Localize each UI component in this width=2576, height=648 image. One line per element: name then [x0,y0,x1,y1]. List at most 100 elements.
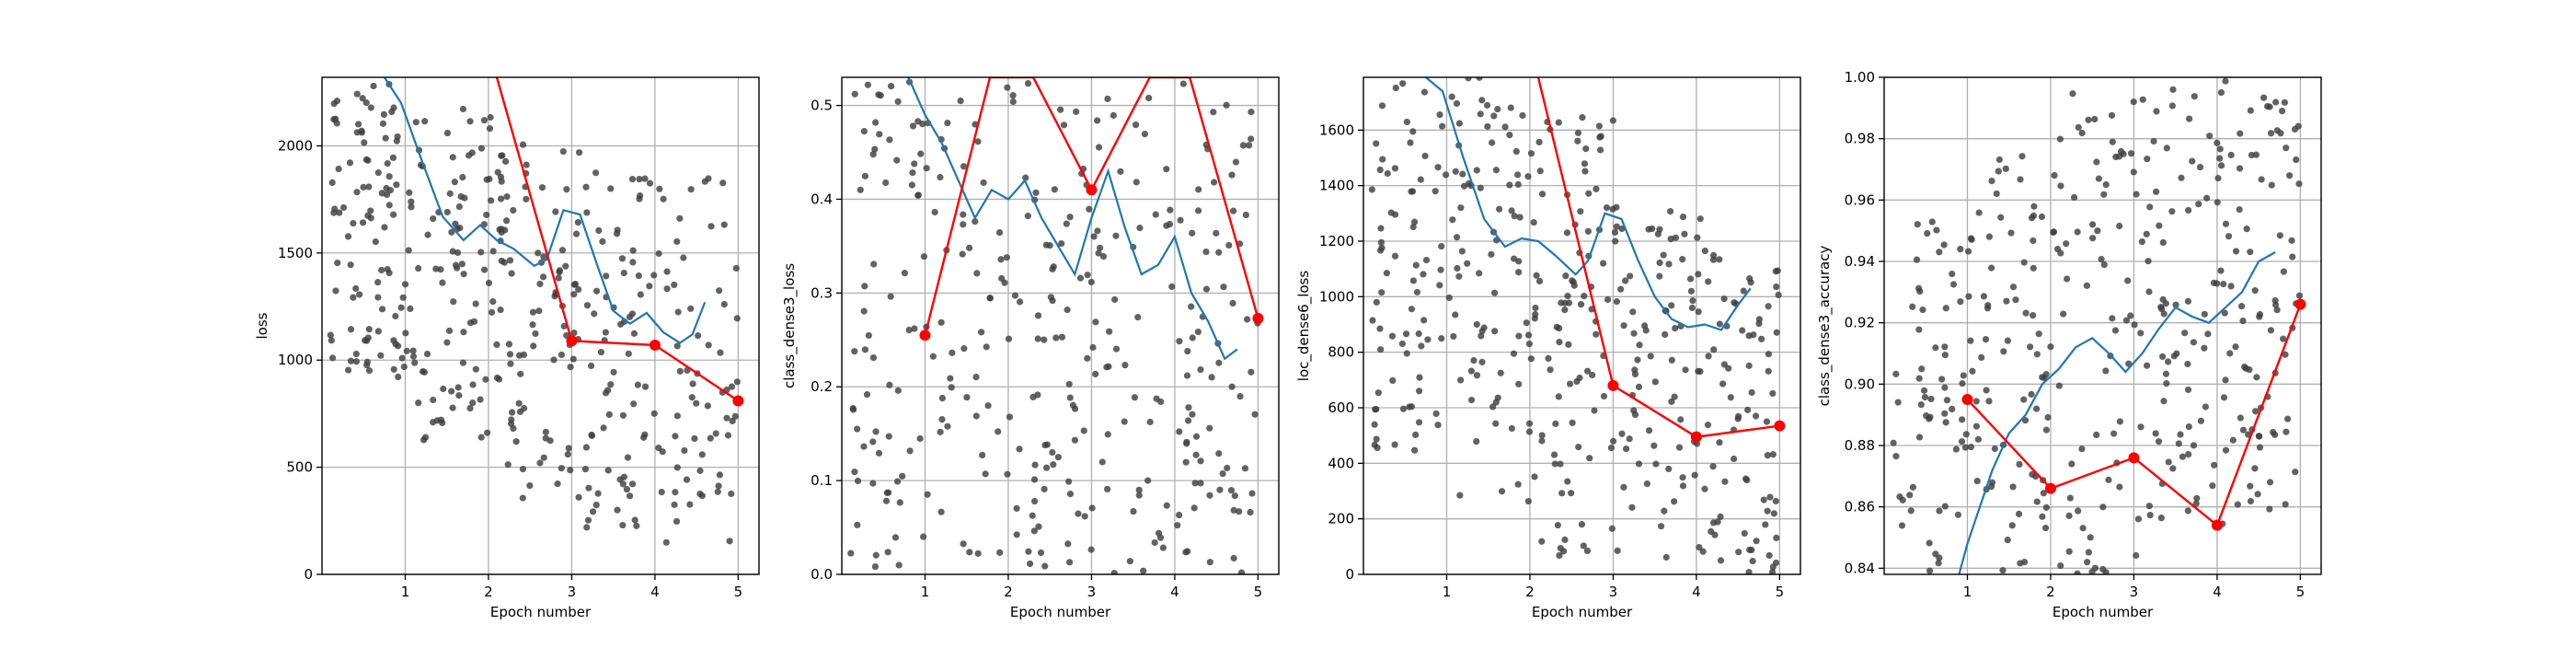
batch-point [2206,133,2214,140]
y-tick-label: 400 [1328,455,1354,471]
batch-point [1999,567,2007,574]
batch-point [1247,508,1254,516]
batch-point [569,355,577,363]
batch-point [519,465,527,473]
batch-point [487,113,494,122]
batch-point [2124,277,2132,284]
batch-point [2093,158,2100,166]
batch-point [1968,236,1975,243]
batch-point [2000,348,2007,355]
x-axis-label: Epoch number [490,604,592,620]
batch-point [2214,174,2222,182]
batch-point [1742,475,1750,482]
batch-point [401,281,409,288]
x-tick-label: 2 [2046,584,2055,600]
batch-point [1545,354,1552,362]
batch-point [1694,234,1701,241]
y-tick-label: 0 [304,566,313,583]
batch-point [399,294,407,301]
batch-point [1524,331,1533,339]
batch-point [1562,272,1570,280]
batch-point [2197,417,2204,424]
batch-point [2153,108,2160,115]
batch-point [1032,189,1040,196]
batch-point [986,295,994,302]
batch-point [1376,166,1384,174]
batch-point [1993,190,2000,198]
batch-point [1907,507,1915,515]
batch-point [1449,216,1456,224]
batch-point [529,308,537,316]
batch-point [2266,505,2273,513]
batch-point [1049,297,1056,305]
y-tick-label: 0.2 [811,378,833,395]
batch-point [2109,315,2116,322]
batch-point [1406,403,1413,411]
batch-point [1104,431,1111,438]
batch-point [1958,438,1966,446]
batch-point [408,198,415,205]
batch-point [972,373,980,381]
batch-point [1512,147,1520,156]
batch-point [629,247,637,254]
batch-point [1029,512,1036,519]
batch-point [1049,448,1056,457]
batch-point [884,489,892,496]
batch-point [1392,84,1399,92]
batch-point [1569,419,1576,426]
batch-point [2225,233,2233,240]
batch-point [1514,480,1522,488]
batch-point [1228,171,1236,179]
epoch-marker [2211,519,2223,531]
batch-point [1167,206,1174,214]
batch-point [1915,326,1923,333]
batch-point [1227,487,1236,494]
batch-point [2070,193,2078,202]
batch-point [2283,145,2290,152]
batch-point [1202,248,1210,256]
batch-point [2220,280,2227,288]
batch-point [459,359,466,366]
y-tick-label: 0.86 [1845,499,1875,515]
batch-point [2004,337,2011,344]
batch-point [2271,301,2280,308]
batch-point [1445,294,1453,302]
batch-point [2030,202,2038,210]
y-axis-label: loc_dense6_loss [1295,271,1313,382]
batch-point [1957,246,1964,253]
batch-point [1717,513,1724,521]
batch-point [604,467,612,474]
batch-point [439,419,446,427]
batch-point [390,337,397,344]
batch-point [1915,375,1923,382]
batch-point [1121,418,1128,425]
batch-point [1223,101,1230,109]
batch-point [2276,232,2283,239]
batch-point [1241,465,1249,472]
epoch-marker [732,395,744,407]
batch-point [347,357,355,364]
batch-point [2254,491,2261,498]
batch-point [1569,277,1576,284]
batch-point [628,480,637,488]
batch-point [1432,188,1439,195]
x-tick-label: 1 [1443,584,1452,600]
batch-point [979,451,986,459]
batch-point [392,312,399,320]
batch-point [1410,446,1419,454]
batch-point [374,294,382,301]
batch-point [604,387,612,394]
batch-point [421,118,429,125]
batch-point [2266,479,2274,486]
epoch-marker [566,335,578,347]
batch-point [1580,542,1587,550]
batch-point [909,169,916,177]
batch-point [2102,181,2110,189]
y-tick-label: 1000 [1319,288,1354,305]
batch-point [1434,422,1442,429]
batch-point [893,156,901,164]
batch-point [1746,546,1754,553]
y-tick-label: 1400 [1319,178,1354,194]
batch-point [1084,354,1091,362]
batch-point [623,486,630,493]
